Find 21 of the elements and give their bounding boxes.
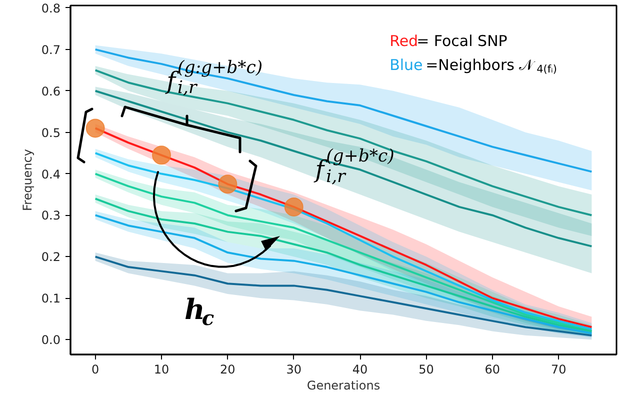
x-tick-label: 0 xyxy=(92,362,100,376)
y-tick-label: 0.7 xyxy=(41,42,61,57)
x-tick-label: 30 xyxy=(286,362,302,376)
y-tick-label: 0.0 xyxy=(41,333,61,348)
x-tick-label: 20 xyxy=(220,362,236,376)
y-tick-label: 0.2 xyxy=(41,250,61,264)
y-tick-label: 0.8 xyxy=(41,1,61,16)
y-tick-label: 0.4 xyxy=(41,167,61,182)
annotation: Blue=Neighbors 𝒩4(fᵢ) xyxy=(390,56,558,76)
x-axis-title: Generations xyxy=(306,378,380,392)
y-tick-label: 0.1 xyxy=(41,292,61,306)
x-tick-label: 70 xyxy=(550,362,566,376)
y-tick-label: 0.6 xyxy=(41,84,61,98)
x-tick-label: 50 xyxy=(418,362,434,376)
x-tick-label: 60 xyxy=(484,362,500,376)
y-tick-label: 0.5 xyxy=(41,126,61,140)
y-axis-title: Frequency xyxy=(20,148,34,211)
x-tick-label: 40 xyxy=(352,362,368,376)
y-tick-label: 0.3 xyxy=(41,208,61,223)
x-tick-label: 10 xyxy=(154,362,170,376)
annotation: Red= Focal SNP xyxy=(390,32,508,50)
